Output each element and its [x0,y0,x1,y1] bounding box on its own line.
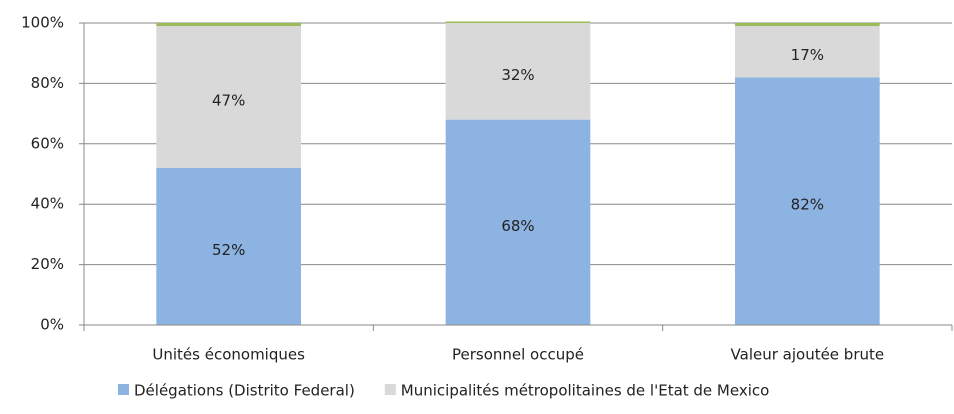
x-tick-label: Valeur ajoutée brute [731,346,885,364]
x-tick-label: Personnel occupé [452,346,584,364]
legend-label: Délégations (Distrito Federal) [134,382,355,400]
legend-label: Municipalités métropolitaines de l'Etat … [401,382,770,400]
x-tick-label: Unités économiques [152,346,305,364]
data-label: 68% [501,217,534,235]
legend-swatch [384,384,396,395]
data-label: 17% [791,46,824,64]
data-label: 32% [501,66,534,84]
legend-swatch [118,384,129,395]
y-tick-label: 40% [31,195,64,213]
bar-segment [156,26,301,168]
data-label: 47% [212,91,245,109]
bar-segment [445,23,591,120]
bar-segment [445,21,591,23]
bar-segment [445,119,591,325]
bar-segment [735,26,880,78]
y-tick-label: 0% [40,316,64,334]
y-tick-label: 100% [21,14,64,32]
y-tick-label: 80% [31,74,64,92]
y-tick-label: 60% [31,134,64,152]
data-label: 82% [791,196,824,214]
bar-segment [735,23,880,27]
data-label: 52% [212,241,245,259]
y-tick-label: 20% [31,255,64,273]
bar-segment [156,23,301,27]
bar-segment [156,167,301,325]
bar-segment [735,77,880,325]
